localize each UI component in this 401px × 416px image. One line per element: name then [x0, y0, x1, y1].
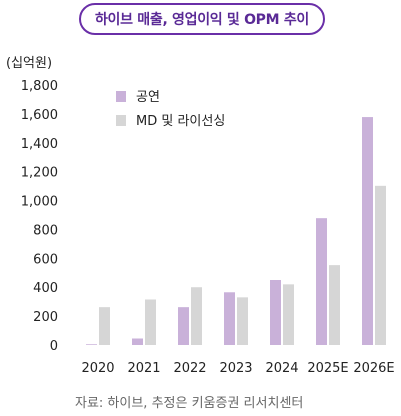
y-tick-label: 400	[33, 281, 58, 296]
y-tick-label: 800	[33, 223, 58, 238]
bar-md-licensing	[237, 297, 248, 345]
bar-md-licensing	[191, 287, 202, 345]
y-tick-label: 1,000	[21, 195, 58, 210]
y-tick-label: 1,600	[21, 108, 58, 123]
bar-md-licensing	[329, 265, 340, 345]
legend: 공연 MD 및 라이선싱	[116, 90, 225, 129]
y-tick-label: 200	[33, 310, 58, 325]
x-tick-label: 2023	[219, 361, 252, 376]
unit-label: (십억원)	[6, 56, 52, 71]
y-tick-label: 1,800	[21, 79, 58, 94]
y-tick-label: 0	[50, 339, 58, 354]
x-tick-label: 2020	[81, 361, 114, 376]
y-tick-label: 1,200	[21, 166, 58, 181]
x-tick-label: 2026E	[353, 361, 394, 376]
bar-concert	[132, 338, 143, 345]
bar-concert	[178, 307, 189, 345]
y-tick-label: 1,400	[21, 137, 58, 152]
source-note: 자료: 하이브, 추정은 키움증권 리서치센터	[75, 396, 304, 411]
bar-concert	[270, 280, 281, 345]
bar-chart: (십억원) 0 200 400 600 800 1,000 1,200 1,400 1,600 1…	[6, 56, 395, 376]
x-tick-label: 2025E	[307, 361, 348, 376]
bar-concert	[362, 117, 373, 345]
bars	[86, 117, 386, 345]
legend-swatch-concert	[116, 91, 126, 102]
x-tick-label: 2024	[265, 361, 298, 376]
x-tick-label: 2021	[127, 361, 160, 376]
y-axis: 0 200 400 600 800 1,000 1,200 1,400 1,600 1,800	[21, 79, 58, 354]
legend-label-concert: 공연	[136, 90, 160, 105]
bar-md-licensing	[375, 185, 386, 345]
legend-swatch-md-licensing	[116, 115, 126, 126]
bar-concert	[316, 218, 327, 345]
bar-md-licensing	[145, 299, 156, 345]
legend-label-md-licensing: MD 및 라이선싱	[136, 114, 225, 129]
x-axis: 2020 2021 2022 2023 2024 2025E 2026E	[81, 361, 394, 376]
y-tick-label: 600	[33, 252, 58, 267]
chart-title: 하이브 매출, 영업이익 및 OPM 추이	[79, 3, 325, 35]
bar-md-licensing	[99, 307, 110, 345]
bar-concert	[86, 344, 97, 345]
x-tick-label: 2022	[173, 361, 206, 376]
bar-concert	[224, 292, 235, 345]
bar-md-licensing	[283, 284, 294, 345]
